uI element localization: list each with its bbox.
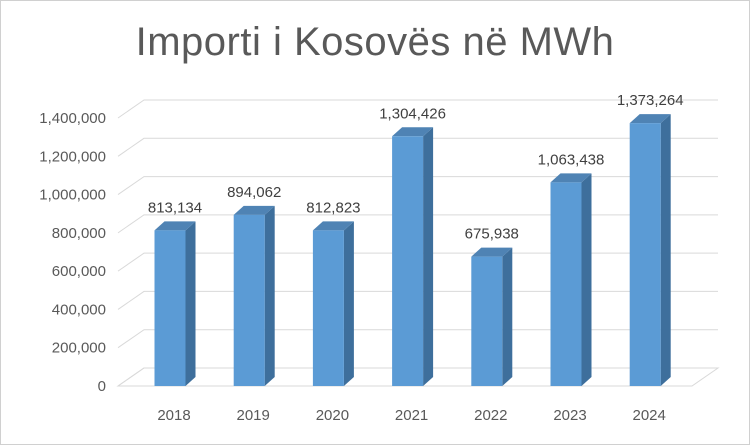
bar-2019	[233, 214, 265, 386]
x-tick-label: 2018	[157, 407, 190, 424]
x-tick-label: 2020	[316, 407, 349, 424]
gridline	[117, 176, 718, 195]
bar-2021	[392, 136, 424, 386]
data-label: 1,373,264	[617, 92, 684, 109]
x-tick-label: 2021	[395, 407, 428, 424]
bar-side	[185, 221, 196, 386]
bar-2024	[629, 123, 661, 386]
y-tick-label: 1,400,000	[39, 110, 106, 127]
x-tick-label: 2019	[237, 407, 270, 424]
data-label: 675,938	[465, 226, 519, 243]
bar-2018	[154, 230, 186, 386]
data-label: 1,063,438	[538, 151, 605, 168]
data-label: 812,823	[306, 199, 360, 216]
y-tick-label: 1,000,000	[39, 187, 106, 204]
bar-2022	[471, 256, 503, 386]
data-label: 1,304,426	[379, 105, 446, 122]
bar-top	[233, 205, 275, 215]
bar-side	[423, 127, 434, 386]
gridline	[117, 367, 718, 387]
bar-top	[550, 173, 592, 183]
gridline	[117, 252, 718, 272]
bar-top	[392, 127, 434, 137]
y-tick-label: 400,000	[52, 301, 106, 318]
bar-top	[154, 221, 196, 231]
bar-2020	[312, 230, 344, 386]
gridline	[117, 99, 718, 119]
data-label: 813,134	[148, 199, 202, 216]
chart-title: Importi i Kosovës në MWh	[135, 20, 615, 64]
x-tick-label: 2023	[553, 407, 586, 424]
bar-2023	[550, 182, 582, 386]
bar-top	[629, 114, 671, 124]
bar-side	[660, 114, 671, 386]
gridline	[117, 137, 718, 157]
bar-side	[502, 247, 513, 386]
bar-top	[312, 221, 354, 231]
y-tick-label: 0	[98, 378, 106, 395]
bar-side	[264, 205, 275, 386]
data-label: 894,062	[227, 184, 281, 201]
bar-side	[581, 173, 592, 386]
y-tick-label: 800,000	[52, 225, 106, 242]
y-tick-label: 1,200,000	[39, 148, 106, 165]
gridline	[117, 290, 718, 310]
x-tick-label: 2022	[474, 407, 507, 424]
gridline	[117, 329, 718, 349]
y-tick-label: 200,000	[52, 340, 106, 357]
y-tick-label: 600,000	[52, 263, 106, 280]
x-tick-label: 2024	[633, 407, 666, 424]
bar-top	[471, 247, 513, 257]
bar-side	[343, 221, 354, 386]
gridline	[117, 214, 718, 234]
